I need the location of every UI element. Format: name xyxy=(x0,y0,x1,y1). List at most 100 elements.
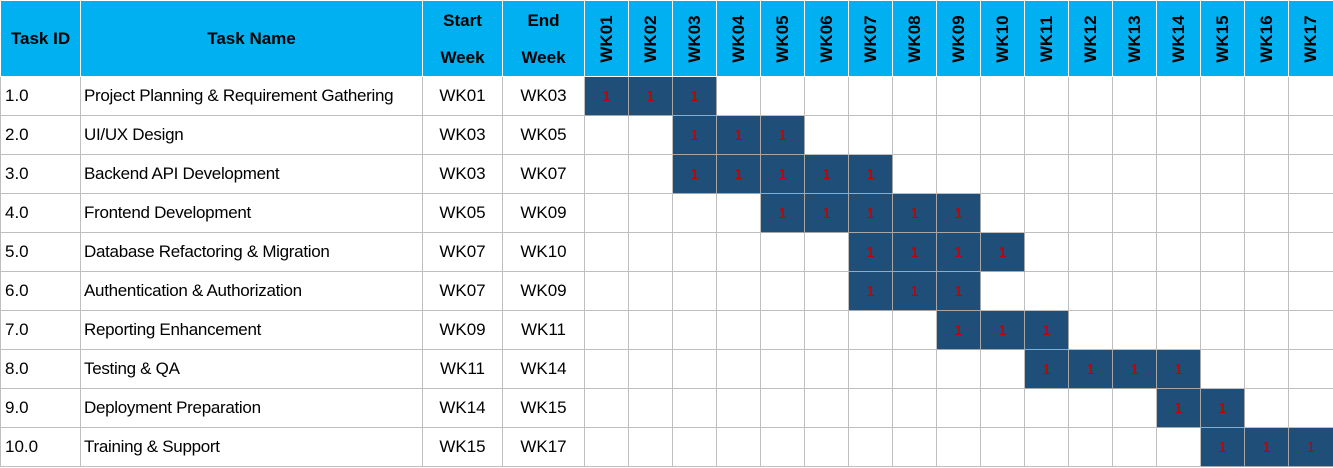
week-cell[interactable] xyxy=(1024,193,1069,233)
week-cell[interactable] xyxy=(584,349,629,389)
header-week-12[interactable]: WK12 xyxy=(1068,0,1113,77)
week-cell[interactable] xyxy=(1112,232,1157,272)
week-cell-active[interactable]: 1 xyxy=(1200,427,1245,467)
table-row[interactable]: 4.0 Frontend Development WK05 WK09 1 1 1 1 1 xyxy=(0,193,1333,233)
week-cell[interactable] xyxy=(1112,76,1157,116)
week-cell[interactable] xyxy=(584,271,629,311)
task-id-cell[interactable]: 9.0 xyxy=(0,388,81,428)
week-cell-active[interactable]: 1 xyxy=(848,154,893,194)
week-cell[interactable] xyxy=(1244,115,1289,155)
week-cell-active[interactable]: 1 xyxy=(892,232,937,272)
week-cell[interactable] xyxy=(716,427,761,467)
end-week-cell[interactable]: WK11 xyxy=(502,310,585,350)
week-cell[interactable] xyxy=(628,154,673,194)
week-cell-active[interactable]: 1 xyxy=(892,193,937,233)
week-cell[interactable] xyxy=(1156,76,1201,116)
week-cell[interactable] xyxy=(1156,427,1201,467)
task-name-cell[interactable]: Backend API Development xyxy=(80,154,423,194)
task-name-cell[interactable]: Deployment Preparation xyxy=(80,388,423,428)
week-cell[interactable] xyxy=(628,271,673,311)
week-cell[interactable] xyxy=(1200,154,1245,194)
week-cell-active[interactable]: 1 xyxy=(672,115,717,155)
week-cell[interactable] xyxy=(848,427,893,467)
week-cell-active[interactable]: 1 xyxy=(716,154,761,194)
week-cell-active[interactable]: 1 xyxy=(804,154,849,194)
week-cell[interactable] xyxy=(1024,271,1069,311)
week-cell[interactable] xyxy=(804,76,849,116)
week-cell-active[interactable]: 1 xyxy=(980,310,1025,350)
week-cell-active[interactable]: 1 xyxy=(1068,349,1113,389)
week-cell-active[interactable]: 1 xyxy=(848,193,893,233)
week-cell[interactable] xyxy=(1068,232,1113,272)
header-week-10[interactable]: WK10 xyxy=(980,0,1025,77)
week-cell[interactable] xyxy=(628,115,673,155)
task-id-cell[interactable]: 4.0 xyxy=(0,193,81,233)
week-cell-active[interactable]: 1 xyxy=(1244,427,1289,467)
week-cell[interactable] xyxy=(804,115,849,155)
end-week-cell[interactable]: WK14 xyxy=(502,349,585,389)
week-cell[interactable] xyxy=(584,232,629,272)
week-cell[interactable] xyxy=(1112,271,1157,311)
week-cell[interactable] xyxy=(584,193,629,233)
week-cell-active[interactable]: 1 xyxy=(1024,310,1069,350)
week-cell[interactable] xyxy=(1200,349,1245,389)
start-week-cell[interactable]: WK05 xyxy=(422,193,503,233)
week-cell[interactable] xyxy=(760,76,805,116)
week-cell[interactable] xyxy=(584,388,629,428)
week-cell[interactable] xyxy=(1156,154,1201,194)
week-cell[interactable] xyxy=(1112,427,1157,467)
task-name-cell[interactable]: UI/UX Design xyxy=(80,115,423,155)
week-cell[interactable] xyxy=(1244,349,1289,389)
week-cell[interactable] xyxy=(716,310,761,350)
week-cell-active[interactable]: 1 xyxy=(980,232,1025,272)
week-cell[interactable] xyxy=(1024,388,1069,428)
week-cell[interactable] xyxy=(760,349,805,389)
week-cell[interactable] xyxy=(1244,271,1289,311)
week-cell[interactable] xyxy=(1200,232,1245,272)
end-week-cell[interactable]: WK07 xyxy=(502,154,585,194)
week-cell[interactable] xyxy=(1112,193,1157,233)
header-week-11[interactable]: WK11 xyxy=(1024,0,1069,77)
week-cell-active[interactable]: 1 xyxy=(628,76,673,116)
header-week-3[interactable]: WK03 xyxy=(672,0,717,77)
week-cell[interactable] xyxy=(1068,310,1113,350)
week-cell-active[interactable]: 1 xyxy=(936,271,981,311)
week-cell[interactable] xyxy=(760,232,805,272)
week-cell[interactable] xyxy=(584,115,629,155)
week-cell[interactable] xyxy=(1024,76,1069,116)
week-cell[interactable] xyxy=(1200,310,1245,350)
week-cell-active[interactable]: 1 xyxy=(1024,349,1069,389)
week-cell[interactable] xyxy=(628,349,673,389)
week-cell-active[interactable]: 1 xyxy=(760,115,805,155)
week-cell[interactable] xyxy=(980,154,1025,194)
week-cell[interactable] xyxy=(760,427,805,467)
start-week-cell[interactable]: WK07 xyxy=(422,232,503,272)
week-cell[interactable] xyxy=(716,271,761,311)
week-cell[interactable] xyxy=(672,388,717,428)
table-row[interactable]: 9.0 Deployment Preparation WK14 WK15 1 1 xyxy=(0,388,1333,428)
table-row[interactable]: 10.0 Training & Support WK15 WK17 1 1 1 xyxy=(0,427,1333,467)
table-row[interactable]: 8.0 Testing & QA WK11 WK14 1 1 1 1 xyxy=(0,349,1333,389)
week-cell[interactable] xyxy=(628,193,673,233)
week-cell[interactable] xyxy=(1244,76,1289,116)
header-week-16[interactable]: WK16 xyxy=(1244,0,1289,77)
task-name-cell[interactable]: Testing & QA xyxy=(80,349,423,389)
header-week-9[interactable]: WK09 xyxy=(936,0,981,77)
task-id-cell[interactable]: 3.0 xyxy=(0,154,81,194)
task-name-cell[interactable]: Frontend Development xyxy=(80,193,423,233)
week-cell[interactable] xyxy=(980,271,1025,311)
week-cell[interactable] xyxy=(1024,232,1069,272)
start-week-cell[interactable]: WK01 xyxy=(422,76,503,116)
header-week-6[interactable]: WK06 xyxy=(804,0,849,77)
week-cell-active[interactable]: 1 xyxy=(716,115,761,155)
week-cell[interactable] xyxy=(980,427,1025,467)
week-cell[interactable] xyxy=(1156,115,1201,155)
week-cell[interactable] xyxy=(1288,310,1333,350)
header-end-week[interactable]: End Week xyxy=(502,0,585,77)
week-cell[interactable] xyxy=(672,193,717,233)
week-cell[interactable] xyxy=(1156,193,1201,233)
week-cell[interactable] xyxy=(848,76,893,116)
week-cell-active[interactable]: 1 xyxy=(848,232,893,272)
week-cell[interactable] xyxy=(892,154,937,194)
week-cell[interactable] xyxy=(1288,115,1333,155)
